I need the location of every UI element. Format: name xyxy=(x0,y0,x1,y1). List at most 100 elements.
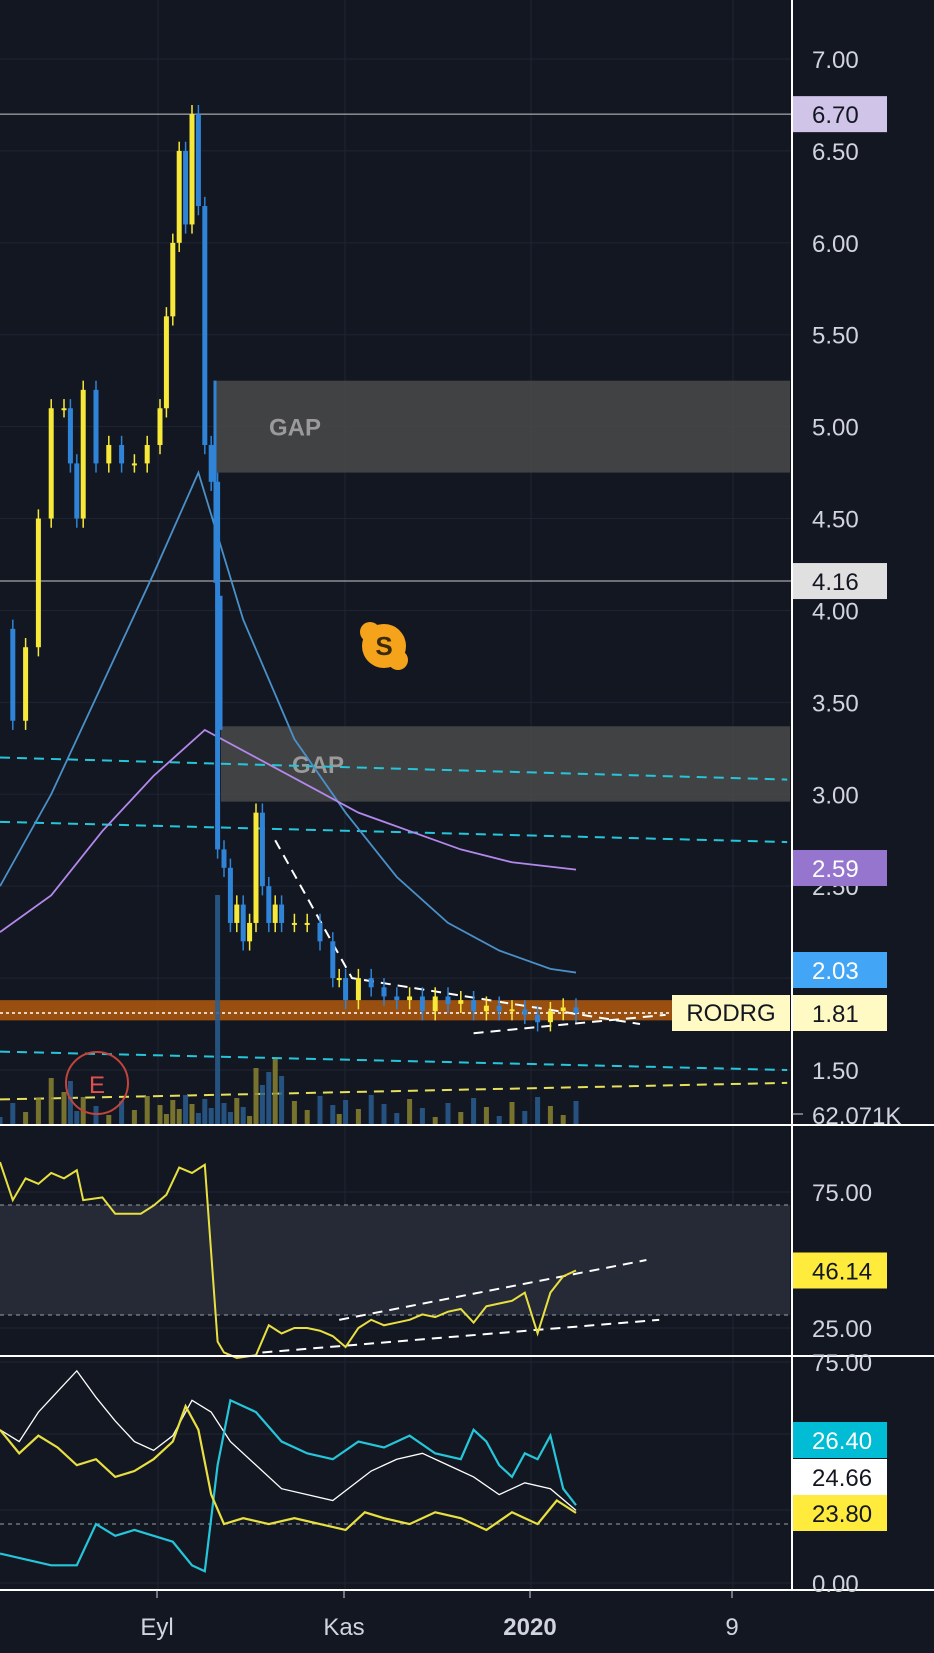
volume-bar xyxy=(215,895,221,1125)
candle-body xyxy=(208,445,214,482)
price-tag xyxy=(793,850,887,886)
volume-bar xyxy=(355,1109,361,1125)
price-pane[interactable]: GAP GAP xyxy=(0,104,792,1125)
volume-bar xyxy=(253,1068,259,1125)
volume-bar xyxy=(202,1099,208,1125)
volume-bar xyxy=(330,1105,336,1125)
candle-body xyxy=(547,1011,553,1023)
volume-bar xyxy=(208,1108,214,1125)
volume-bar xyxy=(170,1100,176,1125)
candle-body xyxy=(509,1009,515,1012)
candle-body xyxy=(189,114,195,225)
volume-bar xyxy=(144,1096,150,1125)
candle-body xyxy=(131,463,137,466)
volume-bar xyxy=(547,1106,553,1125)
price-tick-label: 1.50 xyxy=(812,1058,859,1085)
volume-bar xyxy=(48,1078,54,1125)
earnings-letter: E xyxy=(89,1072,105,1099)
gap-label: GAP xyxy=(269,415,321,442)
candle-body xyxy=(279,904,285,923)
candle-body xyxy=(163,316,169,409)
candle-body xyxy=(259,812,265,887)
volume-bar xyxy=(279,1076,285,1125)
candle-body xyxy=(368,978,374,988)
rsi-pane[interactable] xyxy=(0,1161,792,1359)
price-tick-label: 6.50 xyxy=(812,139,859,166)
rsi-trendline xyxy=(339,1259,647,1321)
volume-bar xyxy=(368,1095,374,1125)
volume-bar xyxy=(445,1103,451,1125)
volume-bar xyxy=(336,1114,342,1125)
volume-bar xyxy=(189,1104,195,1125)
volume-bar xyxy=(483,1107,489,1125)
volume-bar xyxy=(343,1100,349,1125)
candle-body xyxy=(240,904,246,942)
volume-bar xyxy=(272,1059,278,1125)
volume-bar xyxy=(317,1096,323,1125)
x-tick-label: 9 xyxy=(725,1614,738,1641)
candle-body xyxy=(23,647,29,721)
volume-bar xyxy=(176,1109,182,1125)
candle-body xyxy=(215,481,221,850)
volume-bar xyxy=(35,1098,41,1125)
candle-body xyxy=(381,987,387,997)
candle-body xyxy=(80,389,86,519)
moving-average-line xyxy=(0,470,577,974)
candle-body xyxy=(253,812,259,923)
rsi-line xyxy=(0,1161,577,1359)
candle-body xyxy=(343,978,349,1001)
dmi-line-adx xyxy=(0,1369,577,1511)
dmi-tag-label: 26.40 xyxy=(812,1428,872,1455)
trendline xyxy=(0,1081,788,1101)
volume-bar xyxy=(10,1103,16,1125)
trendline xyxy=(0,756,788,781)
trendline xyxy=(473,1013,666,1035)
price-tick-label: 5.00 xyxy=(812,415,859,442)
gap-label: GAP xyxy=(292,752,344,779)
earnings-marker[interactable]: E xyxy=(65,1051,129,1115)
symbol-label: RODRG xyxy=(672,995,790,1031)
volume-bar xyxy=(131,1110,137,1125)
volume-bar xyxy=(163,1114,169,1125)
volume-bar xyxy=(157,1105,163,1125)
candle-body xyxy=(304,922,310,925)
candle-body xyxy=(272,904,278,923)
volume-bar xyxy=(259,1085,265,1125)
candle-body xyxy=(419,996,425,1012)
candle-body xyxy=(355,978,361,1001)
candle-body xyxy=(74,463,80,519)
price-tag xyxy=(793,96,887,133)
volume-bar xyxy=(23,1112,29,1125)
trendline xyxy=(0,1050,788,1071)
volume-bar xyxy=(119,1101,125,1125)
price-tick-label: 3.50 xyxy=(812,690,859,717)
price-tick-label: 5.50 xyxy=(812,323,859,350)
volume-bar xyxy=(195,1113,201,1125)
volume-bar xyxy=(183,1095,189,1125)
volume-bar xyxy=(106,1115,112,1125)
dmi-pane[interactable] xyxy=(0,1369,792,1573)
candle-body xyxy=(61,408,67,411)
volume-bar xyxy=(0,1117,3,1125)
volume-bar xyxy=(221,1103,227,1125)
candle-body xyxy=(330,941,336,979)
svg-text:S: S xyxy=(375,631,392,661)
candle-body xyxy=(560,1007,566,1012)
dmi-tick-label: 75.00 xyxy=(812,1350,872,1377)
volume-bar xyxy=(471,1098,477,1125)
rsi-band xyxy=(0,1205,790,1315)
volume-bar xyxy=(381,1104,387,1125)
candle-body xyxy=(336,978,342,981)
candle-body xyxy=(183,150,189,225)
dmi-tick-label: 0.00 xyxy=(812,1571,859,1598)
rsi-tick-label: 25.00 xyxy=(812,1316,872,1343)
moving-average-line xyxy=(0,728,577,933)
volume-bar xyxy=(419,1108,425,1125)
candle-body xyxy=(67,408,73,464)
volume-bar xyxy=(61,1092,67,1125)
x-tick-label: Kas xyxy=(323,1614,364,1641)
candle-body xyxy=(317,922,323,942)
